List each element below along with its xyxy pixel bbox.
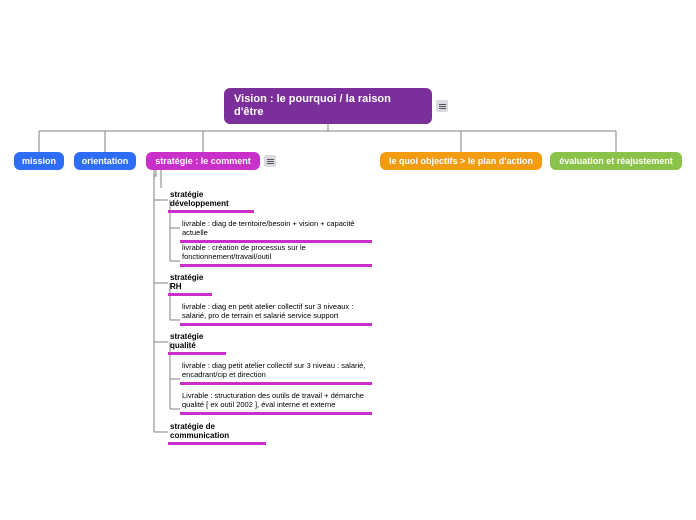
sub-node[interactable]: stratégie développement: [168, 190, 254, 213]
leaf-node[interactable]: Livrable : structuration des outils de t…: [180, 391, 372, 415]
node-mission[interactable]: mission: [14, 152, 64, 170]
node-mission-label: mission: [22, 156, 56, 167]
node-eval-label: évaluation et réajustement: [559, 156, 673, 167]
notes-icon[interactable]: [264, 155, 276, 167]
node-quoi[interactable]: le quoi objectifs > le plan d'action: [380, 152, 542, 170]
node-strategie-label: stratégie : le comment: [155, 156, 251, 167]
leaf-node[interactable]: livrable : diag petit atelier collectif …: [180, 361, 372, 385]
sub-node[interactable]: stratégie qualité: [168, 332, 226, 355]
node-strategie[interactable]: stratégie : le comment: [146, 152, 260, 170]
node-quoi-label: le quoi objectifs > le plan d'action: [389, 156, 533, 167]
node-orientation[interactable]: orientation: [74, 152, 136, 170]
leaf-node[interactable]: livrable : diag en petit atelier collect…: [180, 302, 372, 326]
root-node[interactable]: Vision : le pourquoi / la raison d'être: [224, 88, 432, 124]
sub-node[interactable]: stratégie de communication: [168, 422, 266, 445]
root-label: Vision : le pourquoi / la raison d'être: [234, 93, 422, 119]
sub-node[interactable]: stratégie RH: [168, 273, 212, 296]
leaf-node[interactable]: livrable : diag de territoire/besoin + v…: [180, 219, 372, 243]
node-eval[interactable]: évaluation et réajustement: [550, 152, 682, 170]
leaf-node[interactable]: livrable : création de processus sur le …: [180, 243, 372, 267]
node-orientation-label: orientation: [82, 156, 129, 167]
notes-icon[interactable]: [436, 100, 448, 112]
